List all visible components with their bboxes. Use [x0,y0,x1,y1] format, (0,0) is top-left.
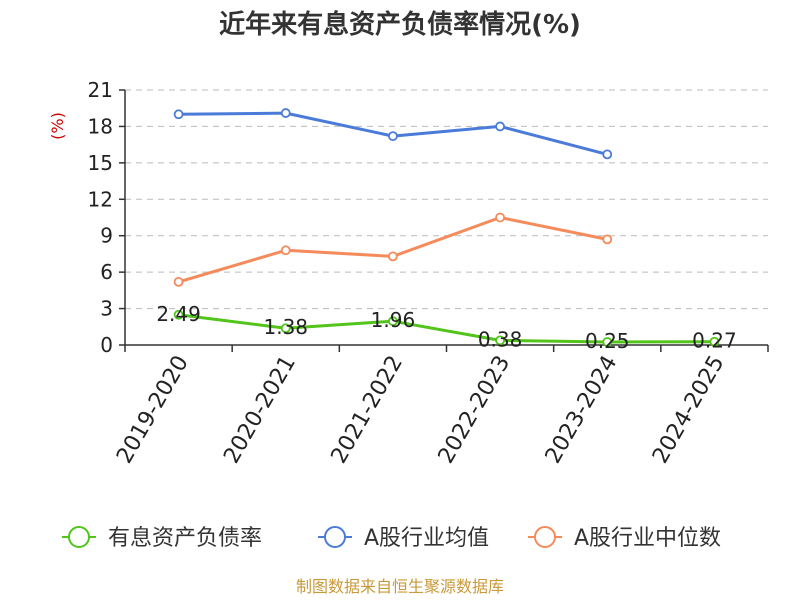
data-label: 0.38 [478,327,523,351]
data-label: 2.49 [156,302,201,326]
data-point [495,121,505,132]
data-label: 0.25 [585,329,630,353]
data-labels: 2.49 1.38 1.96 0.38 0.25 0.27 [156,302,736,353]
y-tick-label: 15 [88,151,113,175]
data-point [280,108,291,118]
legend-marker [324,526,346,548]
data-point [388,251,398,262]
gridlines [125,89,768,310]
legend-label: 有息资产负债率 [108,526,262,551]
y-tick-label: 0 [100,333,113,357]
y-axis-ticks: 0 3 6 9 12 15 18 21 [88,78,125,357]
data-point [602,337,613,347]
data-point [388,131,398,142]
y-tick-label: 18 [88,114,113,138]
data-point [602,149,613,160]
y-tick-label: 12 [88,187,113,211]
legend-marker [534,526,556,548]
data-point [280,245,291,256]
data-point [280,323,291,334]
x-tick-label: 2019-2020 [112,352,194,468]
x-tick-label: 2024-2025 [648,352,730,468]
data-label: 1.38 [263,315,308,339]
axes [124,90,768,346]
y-tick-label: 9 [100,224,113,248]
data-point [709,336,720,347]
data-label: 0.27 [692,329,737,353]
series-line [178,313,715,344]
series-group [173,108,720,347]
x-tick-label: 2022-2023 [434,352,516,468]
x-tick-label: 2020-2021 [219,352,301,468]
legend-label: A股行业均值 [364,526,489,551]
legend-marker [68,526,90,548]
y-axis-unit: (%) [48,112,67,140]
data-point [173,276,184,287]
y-tick-label: 21 [88,78,113,102]
data-label: 1.96 [371,308,416,332]
legend: 有息资产负债率 A股行业均值 A股行业中位数 [62,526,721,551]
data-point [495,212,505,223]
y-tick-label: 3 [100,297,113,321]
legend-label: A股行业中位数 [574,526,721,551]
x-axis-ticks: 2019-2020 2020-2021 2021-2022 2022-2023 2023… [112,345,769,468]
x-tick-label: 2021-2022 [327,351,409,467]
chart-title: 近年来有息资产负债率情况(%) [219,9,581,40]
y-tick-label: 6 [100,260,113,284]
data-point [173,309,184,320]
data-point [173,109,184,120]
data-point [388,316,398,327]
data-point [602,234,613,245]
source-note: 制图数据来自恒生聚源数据库 [296,577,504,596]
data-point [495,335,505,346]
x-tick-label: 2023-2024 [541,352,623,468]
